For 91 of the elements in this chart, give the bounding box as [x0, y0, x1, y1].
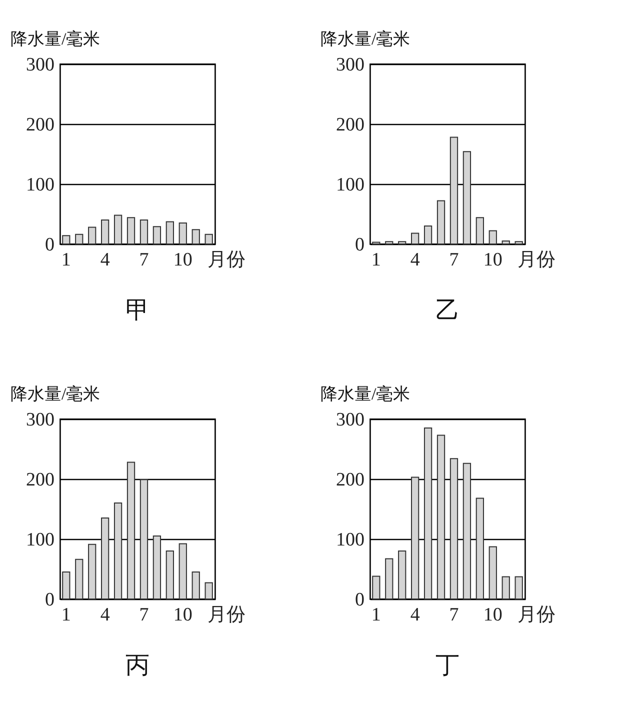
- bar: [62, 235, 70, 244]
- y-tick-label: 200: [336, 114, 364, 136]
- bar: [126, 462, 136, 600]
- x-tick-label: 1: [371, 250, 381, 270]
- y-tick-label: 0: [45, 234, 54, 256]
- bar: [450, 136, 458, 244]
- bar: [462, 151, 472, 244]
- x-axis-title: 月份: [518, 250, 556, 270]
- bar: [101, 220, 110, 244]
- bar: [385, 558, 394, 600]
- y-axis-title: 降水量/毫米: [320, 384, 410, 404]
- bar: [166, 550, 174, 600]
- y-tick-label: 100: [26, 530, 54, 550]
- x-tick-label: 10: [483, 604, 502, 626]
- bar: [204, 582, 213, 600]
- x-tick-label: 10: [173, 250, 192, 270]
- y-axis-title: 降水量/毫米: [10, 30, 100, 48]
- y-tick-label: 0: [45, 590, 54, 610]
- bar: [502, 576, 510, 600]
- y-tick-label: 0: [355, 234, 364, 256]
- bar: [436, 434, 446, 600]
- text: 甲: [126, 298, 150, 324]
- bar: [450, 458, 458, 600]
- bar: [514, 576, 523, 600]
- bar: [502, 240, 510, 244]
- bar: [101, 518, 110, 600]
- bar: [88, 544, 96, 600]
- x-tick-label: 10: [483, 250, 502, 270]
- x-axis-title: 月份: [518, 604, 556, 626]
- x-tick-label: 1: [61, 250, 71, 270]
- y-tick-label: 300: [336, 410, 364, 430]
- x-tick-label: 4: [410, 604, 420, 626]
- bar: [398, 241, 406, 244]
- x-tick-label: 4: [100, 250, 110, 270]
- bar: [140, 220, 148, 244]
- x-tick-label: 1: [371, 604, 381, 626]
- x-tick-label: 7: [139, 250, 149, 270]
- bar: [192, 572, 200, 600]
- y-axis-title: 降水量/毫米: [10, 384, 100, 404]
- bar: [424, 428, 432, 600]
- x-axis-title: 月份: [208, 250, 246, 270]
- bar: [192, 229, 200, 244]
- x-tick-label: 10: [173, 604, 192, 626]
- y-tick-label: 200: [26, 114, 54, 136]
- bar: [385, 241, 394, 244]
- bar: [514, 241, 523, 244]
- bar: [152, 226, 162, 244]
- bar: [204, 234, 213, 244]
- x-tick-label: 1: [61, 604, 71, 626]
- bar: [75, 558, 84, 600]
- y-tick-label: 300: [26, 410, 54, 430]
- bar: [462, 462, 472, 600]
- x-tick-label: 7: [449, 604, 459, 626]
- bar: [488, 546, 497, 600]
- x-tick-label: 7: [449, 250, 459, 270]
- text: 乙: [436, 298, 460, 324]
- bar: [476, 498, 484, 600]
- bar: [178, 222, 187, 244]
- y-tick-label: 200: [336, 470, 364, 490]
- bar: [476, 217, 484, 244]
- bar: [436, 200, 446, 244]
- bar: [114, 214, 122, 244]
- bar: [411, 232, 420, 244]
- x-axis-title: 月份: [208, 604, 246, 626]
- bar: [398, 550, 406, 600]
- bar: [75, 234, 84, 244]
- y-tick-label: 200: [26, 470, 54, 490]
- y-tick-label: 300: [336, 54, 364, 76]
- x-tick-label: 7: [139, 604, 149, 626]
- y-tick-label: 100: [26, 174, 54, 196]
- y-tick-label: 100: [336, 174, 364, 196]
- bar: [411, 476, 420, 600]
- bar: [166, 221, 174, 244]
- bar: [488, 230, 497, 244]
- x-tick-label: 4: [410, 250, 420, 270]
- bar: [88, 226, 96, 244]
- y-tick-label: 0: [355, 590, 364, 610]
- x-tick-label: 4: [100, 604, 110, 626]
- text: 丁: [436, 653, 460, 679]
- bar: [152, 536, 162, 600]
- bar: [178, 543, 187, 600]
- text: 丙: [126, 653, 150, 679]
- y-axis-title: 降水量/毫米: [320, 30, 410, 48]
- bar: [62, 572, 70, 600]
- y-tick-label: 300: [26, 54, 54, 76]
- bar: [140, 479, 148, 600]
- bar: [372, 576, 380, 600]
- bar: [114, 502, 122, 600]
- y-tick-label: 100: [336, 530, 364, 550]
- bar: [424, 226, 432, 244]
- bar: [126, 217, 136, 244]
